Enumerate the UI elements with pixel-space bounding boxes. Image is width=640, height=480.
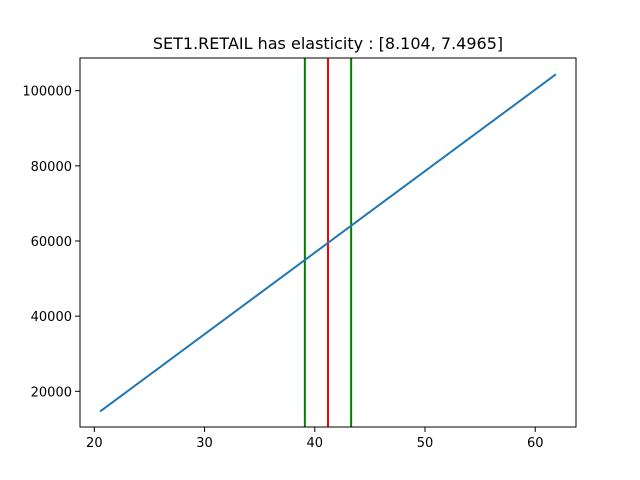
y-axis: 20000 40000 60000 80000 100000 [22, 85, 80, 400]
y-tick-label-0: 20000 [31, 385, 72, 400]
x-tick-label-4: 60 [527, 436, 544, 451]
x-tick-label-1: 30 [196, 436, 213, 451]
x-tick-label-0: 20 [86, 436, 103, 451]
y-tick-label-4: 100000 [22, 85, 72, 100]
series-line-0 [99, 73, 557, 413]
y-tick-label-3: 80000 [31, 160, 72, 175]
y-tick-label-1: 40000 [31, 310, 72, 325]
y-tick-label-2: 60000 [31, 235, 72, 250]
x-axis: 20 30 40 50 60 [86, 427, 543, 451]
plot-area [99, 58, 557, 427]
chart-title: SET1.RETAIL has elasticity : [8.104, 7.4… [153, 34, 503, 53]
x-tick-label-2: 40 [306, 436, 323, 451]
axes-frame [79, 57, 577, 428]
x-tick-label-3: 50 [417, 436, 434, 451]
